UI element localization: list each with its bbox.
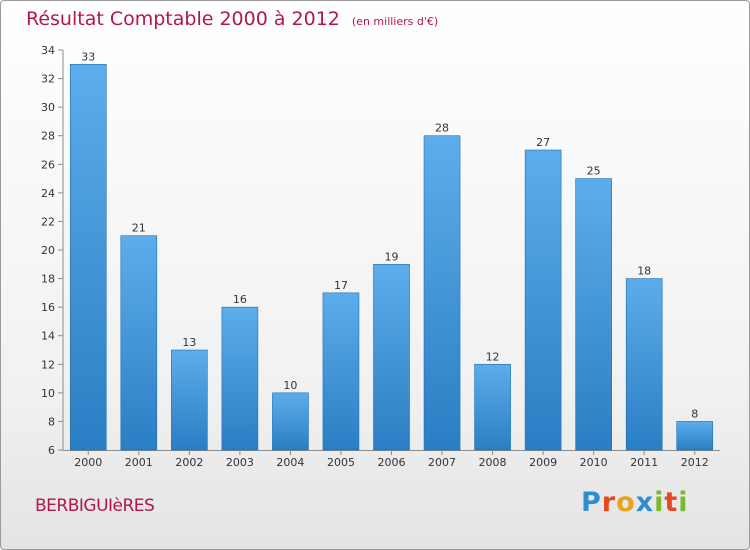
bar-value-label: 12 xyxy=(486,350,500,363)
x-tick-label: 2000 xyxy=(74,456,102,469)
bar-value-label: 16 xyxy=(233,293,247,306)
bar-value-label: 19 xyxy=(385,250,399,263)
y-tick-label: 6 xyxy=(48,444,55,457)
x-tick-label: 2008 xyxy=(479,456,507,469)
logo-letter: i xyxy=(654,487,665,518)
bar xyxy=(69,63,107,451)
bar-value-label: 17 xyxy=(334,279,348,292)
bar-value-label: 25 xyxy=(587,165,601,178)
bar-value-label: 8 xyxy=(691,407,698,420)
bar xyxy=(474,363,511,451)
x-tick-label: 2006 xyxy=(378,456,406,469)
bar-value-label: 33 xyxy=(81,50,95,63)
y-tick-label: 16 xyxy=(41,301,55,314)
x-tick-label: 2005 xyxy=(327,456,355,469)
logo-letter: o xyxy=(616,487,636,518)
logo-letter: i xyxy=(678,487,689,518)
x-tick-label: 2004 xyxy=(276,456,304,469)
logo-letter: t xyxy=(664,487,679,518)
bar xyxy=(120,235,158,451)
y-tick-label: 30 xyxy=(41,101,55,114)
y-tick-label: 20 xyxy=(41,244,55,257)
y-tick-label: 26 xyxy=(41,158,55,171)
bar xyxy=(575,178,612,451)
bar-value-label: 13 xyxy=(182,336,196,349)
bar-value-label: 27 xyxy=(536,136,550,149)
bar xyxy=(676,421,714,451)
y-tick-label: 14 xyxy=(41,330,55,343)
y-tick-label: 34 xyxy=(41,44,55,57)
y-tick-label: 12 xyxy=(41,358,55,371)
bar xyxy=(221,306,259,451)
bar xyxy=(524,149,562,451)
bar xyxy=(373,263,410,451)
y-tick-label: 10 xyxy=(41,387,55,400)
y-tick-label: 24 xyxy=(41,187,55,200)
chart-title-main: Résultat Comptable 2000 à 2012 xyxy=(26,8,340,30)
y-tick-label: 28 xyxy=(41,130,55,143)
chart-subtitle: (en milliers d'€) xyxy=(351,15,439,28)
proxiti-logo: Proxiti xyxy=(581,487,689,518)
x-tick-label: 2011 xyxy=(630,456,658,469)
y-tick-label: 18 xyxy=(41,273,55,286)
x-tick-label: 2001 xyxy=(125,456,153,469)
bar xyxy=(423,135,461,451)
x-tick-label: 2003 xyxy=(226,456,254,469)
logo-letter: x xyxy=(635,487,655,518)
bar xyxy=(171,349,208,451)
bar xyxy=(625,278,663,451)
logo-letter: r xyxy=(601,487,617,518)
logo-letter: P xyxy=(581,487,602,518)
bar-value-label: 21 xyxy=(132,222,146,235)
x-tick-label: 2010 xyxy=(580,456,608,469)
bar-value-label: 10 xyxy=(283,379,297,392)
chart-title: Résultat Comptable 2000 à 2012 (en millie… xyxy=(26,8,438,30)
x-tick-label: 2002 xyxy=(175,456,203,469)
y-tick-label: 22 xyxy=(41,215,55,228)
bar xyxy=(322,292,360,451)
x-tick-label: 2012 xyxy=(681,456,709,469)
y-tick-label: 8 xyxy=(48,415,55,428)
bar xyxy=(272,392,309,451)
bar-value-label: 28 xyxy=(435,122,449,135)
y-tick-label: 32 xyxy=(41,73,55,86)
x-tick-label: 2009 xyxy=(529,456,557,469)
x-tick-label: 2007 xyxy=(428,456,456,469)
bar-value-label: 18 xyxy=(637,265,651,278)
commune-name: BERBIGUIèRES xyxy=(35,496,155,516)
